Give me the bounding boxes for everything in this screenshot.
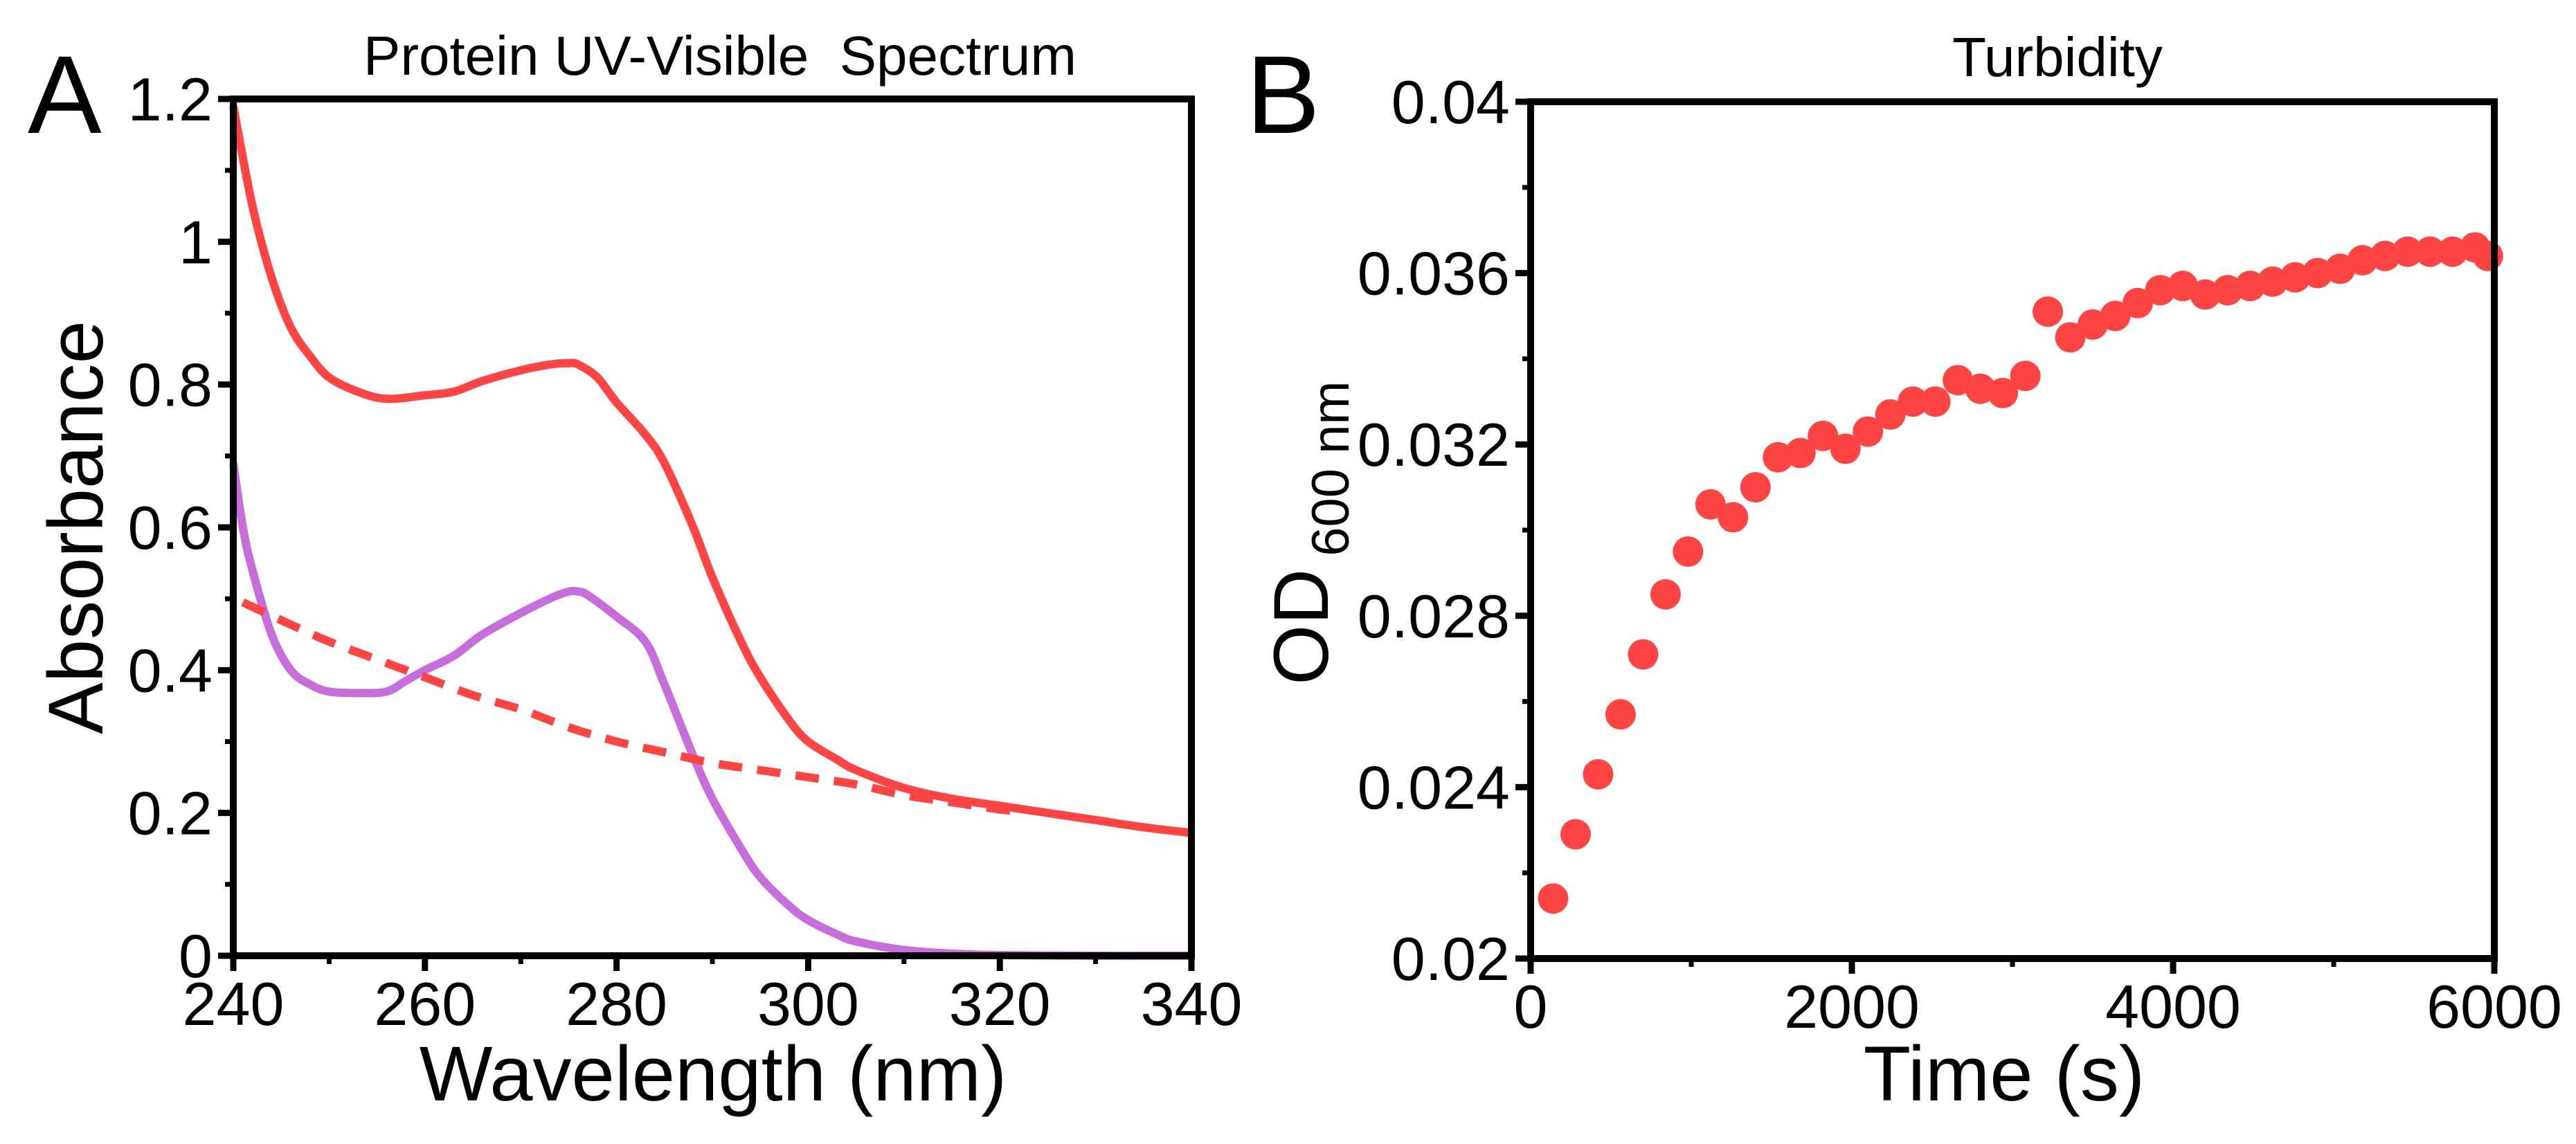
y-tick-label: 0.02 [1391, 925, 1510, 993]
y-tick-label: 1 [179, 208, 213, 276]
data-point [1605, 699, 1636, 730]
data-point [1673, 536, 1704, 567]
data-point [2347, 245, 2378, 276]
x-tick-label: 4000 [2105, 972, 2241, 1041]
y-tick-label: 0.6 [128, 493, 213, 562]
data-point [1785, 437, 1816, 469]
data-point [1898, 386, 1929, 417]
data-point [1718, 502, 1749, 533]
y-tick-label: 0.4 [128, 636, 213, 705]
panel-b-chart: B Turbidity 0 2000 4000 60000.020.0240.0280… [1246, 26, 2562, 1117]
data-point [1853, 416, 1884, 447]
y-tick-label: 0.2 [128, 779, 213, 848]
data-point [2100, 300, 2131, 332]
panel-b-y-axis-title: OD 600 nm [1258, 381, 1360, 685]
data-point [2122, 287, 2153, 318]
data-point [2257, 266, 2288, 297]
panel-b-x-axis-title: Time (s) [1864, 1030, 2145, 1117]
panel-b-title: Turbidity [1952, 26, 2163, 88]
y-tick-label: 0.032 [1358, 410, 1510, 479]
data-point [2033, 296, 2064, 327]
data-point [1560, 819, 1591, 850]
data-point [2437, 236, 2468, 267]
y-axis-title-subscript: 600 nm [1301, 381, 1360, 556]
panel-a-plot-area [229, 105, 1192, 961]
x-tick-label: 280 [566, 970, 667, 1038]
data-point [2212, 275, 2243, 306]
data-point [2280, 262, 2311, 293]
x-tick-label: 2000 [1784, 972, 1920, 1041]
panel-a-chart: A Protein UV-Visible Spectrum 240 260 280 3… [28, 25, 1242, 1117]
data-point [2415, 236, 2446, 267]
x-tick-label: 240 [183, 970, 285, 1038]
data-point [2235, 271, 2266, 302]
data-point [1538, 883, 1569, 914]
data-point [1920, 386, 1951, 417]
panel-a-letter: A [28, 33, 102, 156]
data-point [1695, 489, 1726, 520]
x-tick-label: 340 [1141, 970, 1243, 1038]
data-point [1740, 472, 1771, 503]
x-tick-label: 0 [1514, 972, 1548, 1041]
data-point [2010, 361, 2041, 392]
panel-b-plot-area [1538, 232, 2503, 914]
data-point [2472, 240, 2503, 271]
data-point [2370, 240, 2401, 271]
panel-b-axes: 0 2000 4000 6000 0.02 0.024 0.028 0.032 0.036 0.0… [1358, 68, 2562, 1041]
data-point [1808, 420, 1839, 451]
data-point [2055, 322, 2086, 353]
series-line-purple-solid [229, 462, 1192, 961]
x-tick-label: 300 [757, 970, 859, 1038]
y-tick-label: 0.036 [1358, 239, 1510, 308]
panel-b-letter: B [1246, 33, 1320, 156]
data-point [1875, 399, 1906, 430]
x-tick-label: 320 [949, 970, 1051, 1038]
data-point [2392, 236, 2423, 267]
data-point [2302, 257, 2333, 289]
y-tick-label: 0.024 [1358, 753, 1510, 821]
data-point [2190, 279, 2221, 310]
data-point [1830, 433, 1861, 464]
x-tick-label: 260 [374, 970, 476, 1038]
y-tick-label: 0.8 [128, 351, 213, 419]
panel-a-axes: 240 260 280 300 320 340 0 0.2 0.4 0.6 0.8 1 1.2 [128, 65, 1243, 1038]
data-point [1583, 759, 1614, 790]
data-point [1628, 639, 1659, 670]
series-line-red-solid [229, 105, 1192, 837]
y-tick-label: 0.04 [1391, 68, 1510, 136]
x-tick-label: 6000 [2426, 972, 2562, 1041]
data-point [1650, 579, 1681, 610]
data-point [2145, 275, 2176, 306]
svg-text:OD600 nm: OD 600 nm [1258, 381, 1360, 685]
panel-a-y-axis-title: Absorbance [33, 320, 119, 734]
data-point [1965, 373, 1996, 404]
y-axis-title-main: OD [1258, 569, 1344, 685]
panel-a-title: Protein UV-Visible Spectrum [363, 25, 1077, 87]
panel-a-x-axis-title: Wavelength (nm) [420, 1030, 1007, 1117]
y-tick-label: 1.2 [128, 65, 213, 134]
y-tick-label: 0 [179, 922, 213, 990]
data-point [1988, 377, 2019, 408]
data-point [1763, 442, 1794, 473]
y-tick-label: 0.028 [1358, 582, 1510, 651]
